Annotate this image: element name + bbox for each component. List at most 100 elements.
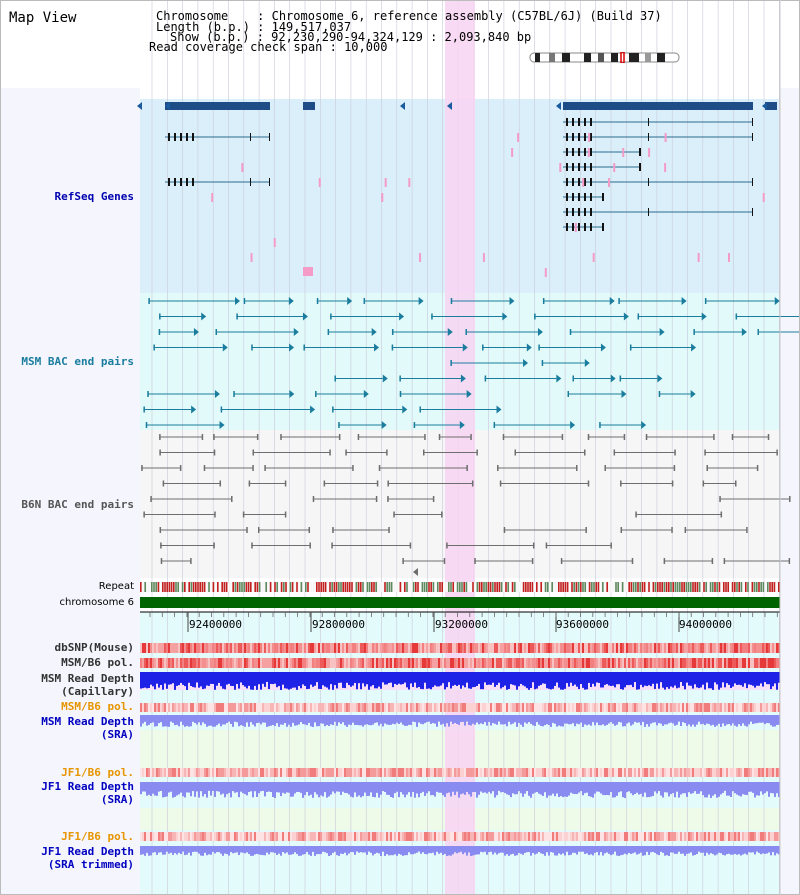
jf1-depth-trimmed xyxy=(352,846,354,853)
msm-depth-capillary xyxy=(464,672,466,688)
msm-depth-sra xyxy=(552,715,554,723)
repeat-element xyxy=(542,582,545,592)
msm-depth-capillary xyxy=(666,672,668,688)
jf1-depth-sra xyxy=(714,782,716,795)
jf1-pol-heat xyxy=(324,768,326,777)
msm-depth-capillary xyxy=(750,672,752,685)
jf1-depth-trimmed xyxy=(426,846,428,855)
track-label-msm-depth-sra[interactable]: MSM Read Depth (SRA) xyxy=(41,715,134,741)
jf1-depth-trimmed xyxy=(746,846,748,855)
dbsnp-heat xyxy=(680,643,682,653)
msm-pol2-heat xyxy=(732,703,734,712)
jf1-depth-trimmed xyxy=(494,846,496,853)
jf1-depth-sra xyxy=(492,782,494,792)
msm-pol2-heat xyxy=(774,703,776,712)
jf1-depth-trimmed xyxy=(240,846,242,853)
track-label-msm-bac[interactable]: MSM BAC end pairs xyxy=(21,355,134,368)
msm-bac-end xyxy=(330,313,332,320)
track-label-chromosome[interactable]: chromosome 6 xyxy=(59,597,134,608)
msm-pol2-heat xyxy=(636,703,638,712)
msm-pol2-heat xyxy=(532,703,534,712)
track-label-refseq[interactable]: RefSeq Genes xyxy=(54,190,134,203)
jf1-pol2-heat xyxy=(540,832,542,841)
jf1-pol-heat xyxy=(432,768,434,777)
chromosome-ideogram[interactable] xyxy=(529,52,681,63)
msm-pol-heat xyxy=(740,658,742,668)
track-label-msm-pol-2[interactable]: MSM/B6 pol. xyxy=(61,700,134,713)
jf1-pol2-heat xyxy=(168,832,170,841)
dbsnp-heat xyxy=(572,643,574,653)
jf1-depth-trimmed xyxy=(140,846,142,855)
jf1-depth-trimmed xyxy=(520,846,522,854)
track-label-jf1-pol-2[interactable]: JF1/B6 pol. xyxy=(61,830,134,843)
track-label-jf1-depth-sra[interactable]: JF1 Read Depth (SRA) xyxy=(41,780,134,806)
msm-depth-capillary xyxy=(642,672,644,688)
jf1-depth-sra xyxy=(142,782,144,792)
msm-depth-capillary xyxy=(758,672,760,686)
msm-pol2-heat xyxy=(280,703,282,712)
track-label-jf1-depth-trimmed[interactable]: JF1 Read Depth (SRA trimmed) xyxy=(41,845,134,871)
track-label-dbsnp[interactable]: dbSNP(Mouse) xyxy=(54,641,134,654)
repeat-element xyxy=(747,582,749,592)
track-label-msm-pol[interactable]: MSM/B6 pol. xyxy=(61,656,134,669)
b6n-bac-end xyxy=(352,465,354,471)
jf1-depth-trimmed xyxy=(720,846,722,854)
jf1-depth-sra xyxy=(294,782,296,794)
msm-pol-heat xyxy=(496,658,498,668)
track-label-b6n-bac[interactable]: B6N BAC end pairs xyxy=(21,498,134,511)
repeat-element xyxy=(320,582,322,592)
track-label-jf1-pol[interactable]: JF1/B6 pol. xyxy=(61,766,134,779)
exon xyxy=(590,148,592,156)
jf1-depth-trimmed xyxy=(674,846,676,854)
exon xyxy=(168,178,170,186)
jf1-pol-heat xyxy=(292,768,294,777)
jf1-pol2-heat xyxy=(420,832,422,841)
b6n-bac-end xyxy=(252,449,255,456)
msm-depth-capillary xyxy=(732,672,734,687)
msm-depth-sra xyxy=(252,715,254,725)
msm-pol-heat xyxy=(638,658,640,668)
msm-depth-sra xyxy=(392,715,394,724)
msm-pol-heat xyxy=(624,658,626,668)
jf1-pol-heat xyxy=(192,768,194,777)
msm-depth-sra xyxy=(664,715,666,725)
msm-pol2-heat xyxy=(326,703,328,712)
dbsnp-heat xyxy=(246,643,248,653)
msm-pol2-heat xyxy=(692,703,694,712)
msm-pol2-heat xyxy=(686,703,688,712)
msm-depth-sra xyxy=(606,715,608,725)
msm-depth-sra xyxy=(764,715,766,725)
dbsnp-heat xyxy=(412,643,414,653)
msm-pol2-heat xyxy=(560,703,562,712)
msm-depth-sra xyxy=(702,715,704,724)
dbsnp-heat xyxy=(222,643,224,653)
jf1-depth-sra xyxy=(350,782,352,797)
msm-pol2-heat xyxy=(734,703,736,712)
repeat-element xyxy=(243,582,245,592)
msm-pol2-heat xyxy=(226,703,228,712)
dbsnp-heat xyxy=(632,643,634,653)
jf1-pol2-heat xyxy=(668,832,670,841)
dbsnp-heat xyxy=(178,643,180,653)
jf1-pol-heat xyxy=(514,768,516,777)
jf1-depth-sra xyxy=(348,782,350,795)
msm-pol2-heat xyxy=(178,703,180,712)
refseq-mark xyxy=(588,133,591,142)
msm-pol-heat xyxy=(748,658,750,668)
jf1-pol2-heat xyxy=(364,832,366,841)
jf1-depth-sra xyxy=(356,782,358,797)
msm-pol-heat xyxy=(590,658,592,668)
repeat-element xyxy=(324,582,327,592)
jf1-depth-sra xyxy=(400,782,402,793)
track-label-msm-depth-capillary[interactable]: MSM Read Depth (Capillary) xyxy=(41,672,134,698)
jf1-depth-sra xyxy=(198,782,200,798)
jf1-depth-trimmed xyxy=(206,846,208,856)
jf1-pol2-heat xyxy=(312,832,314,841)
dbsnp-heat xyxy=(622,643,624,653)
msm-depth-capillary xyxy=(646,672,648,687)
track-label-repeat[interactable]: Repeat xyxy=(98,581,134,592)
repeat-element xyxy=(564,582,567,592)
jf1-depth-trimmed xyxy=(504,846,506,856)
jf1-depth-sra xyxy=(392,782,394,798)
msm-depth-sra xyxy=(756,715,758,724)
